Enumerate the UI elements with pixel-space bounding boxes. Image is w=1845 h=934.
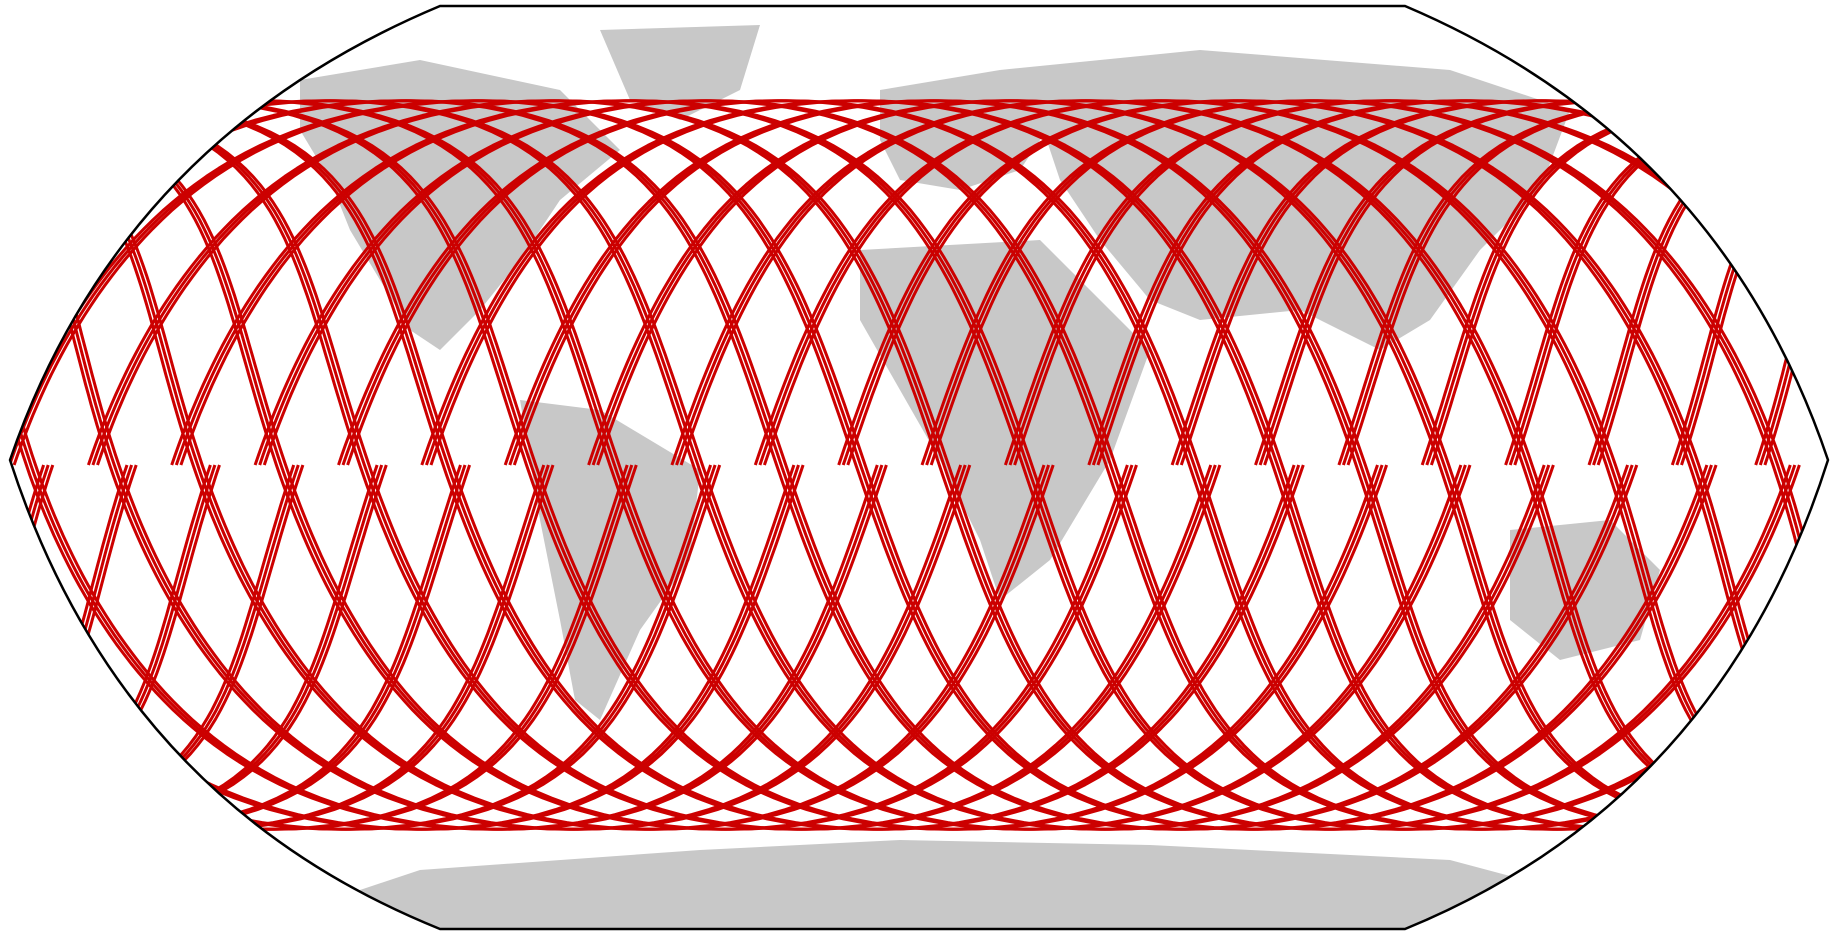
ground-track-0 [10, 99, 1709, 831]
ground-track-2 [12, 99, 1718, 831]
ground-track-4 [91, 99, 1797, 831]
ground-track-3 [86, 99, 1792, 831]
ground-track-1 [10, 99, 1713, 831]
ground-track-47 [87, 99, 1752, 831]
south-america-landmass [520, 400, 700, 720]
greenland-landmass [600, 25, 760, 120]
ground-tracks [10, 99, 1828, 831]
antarctica-landmass [300, 840, 1600, 929]
landmasses [300, 25, 1660, 929]
map-border [8, 4, 1830, 931]
ground-track-5 [96, 99, 1801, 831]
africa-landmass [860, 240, 1150, 600]
ground-track-50 [93, 99, 1743, 831]
